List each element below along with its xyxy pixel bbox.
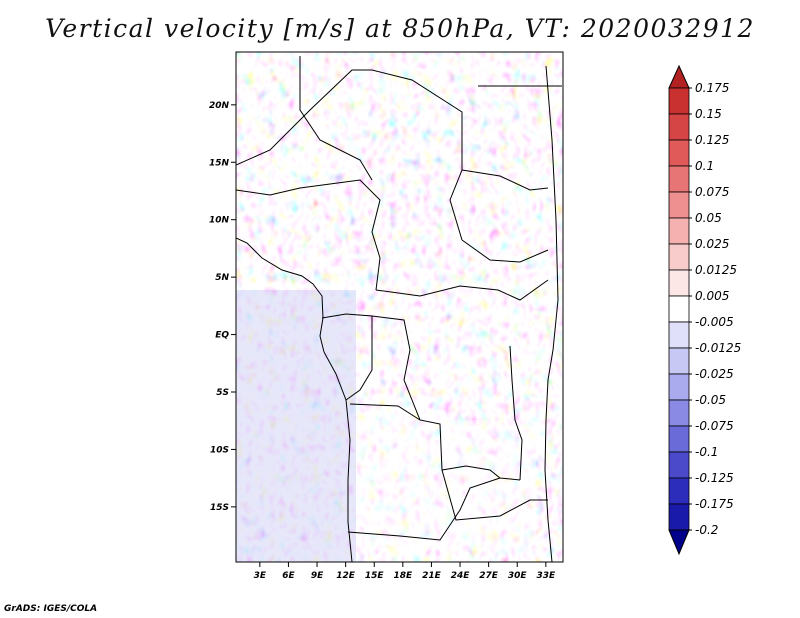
border-north-2 (371, 69, 463, 241)
ocean-tint (236, 290, 356, 562)
lat-tick-label: 10S (210, 445, 229, 455)
lon-tick-label: 30E (508, 571, 528, 581)
colorbar-label: 0.05 (695, 211, 722, 225)
colorbar-segment (668, 373, 690, 401)
colorbar-segment (668, 295, 690, 323)
colorbar-segment (668, 269, 690, 297)
lon-tick-label: 9E (311, 571, 324, 581)
colorbar-label: 0.175 (695, 81, 729, 95)
vertical-velocity-field (236, 52, 563, 562)
latitude-axis: 20N 15N 10N 5N EQ 5S 10S 15S (209, 101, 236, 513)
map-panel (235, 51, 564, 563)
colorbar-label: 0.125 (695, 133, 729, 147)
border-great-lakes (509, 345, 523, 481)
colorbar-label: 0.0125 (695, 263, 737, 277)
grads-credit: GrADS: IGES/COLA (4, 604, 98, 614)
colorbar-segment (668, 321, 690, 349)
colorbar-segment (668, 113, 690, 141)
coastline-west (236, 237, 353, 562)
colorbar-label: -0.175 (695, 497, 734, 511)
border-drc (371, 315, 521, 481)
border-angola (349, 403, 421, 421)
colorbar-label: 0.005 (695, 289, 729, 303)
lon-tick-label: 27E (479, 571, 499, 581)
country-borders (236, 56, 562, 562)
lat-tick-label: 20N (209, 101, 230, 111)
lon-tick-label: 15E (365, 571, 385, 581)
border-zambia (441, 469, 548, 521)
colorbar-segment (668, 425, 690, 453)
lon-tick-label: 12E (336, 571, 356, 581)
lon-tick-label: 24E (451, 571, 471, 581)
colorbar-segment (668, 87, 690, 115)
colorbar-max-arrow (668, 64, 690, 89)
map-frame (235, 51, 564, 563)
colorbar-segment (668, 191, 690, 219)
colorbar-segment (668, 399, 690, 427)
colorbar-label: -0.125 (695, 471, 734, 485)
colorbar: 0.175 0.15 0.125 0.1 0.075 0.05 0.025 0.0125 0.0… (668, 64, 741, 556)
coastline-east (544, 65, 559, 562)
longitude-axis: 3E 6E 9E 12E 15E 18E 21E 24E 27E 30E 33E (254, 562, 556, 581)
colorbar-label: -0.005 (695, 315, 734, 329)
colorbar-segment (668, 243, 690, 271)
lon-tick-label: 18E (393, 571, 413, 581)
lon-tick-label: 6E (282, 571, 295, 581)
colorbar-label: 0.1 (695, 159, 714, 173)
lon-tick-label: 3E (254, 571, 267, 581)
border-east-1 (461, 239, 549, 263)
lat-tick-label: EQ (215, 331, 229, 341)
lon-tick-label: 21E (422, 571, 442, 581)
colorbar-segment (668, 139, 690, 167)
lat-tick-label: 15S (210, 503, 229, 513)
colorbar-segment (668, 451, 690, 479)
colorbar-label: -0.2 (695, 523, 718, 537)
colorbar-label: 0.075 (695, 185, 729, 199)
border-central (375, 279, 549, 301)
colorbar-segment (668, 477, 690, 505)
colorbar-label: -0.05 (695, 393, 726, 407)
border-north-3 (236, 69, 372, 166)
colorbar-label: 0.025 (695, 237, 729, 251)
colorbar-label: -0.0125 (695, 341, 741, 355)
colorbar-segment (668, 347, 690, 375)
colorbar-label: -0.075 (695, 419, 734, 433)
lon-tick-label: 33E (536, 571, 556, 581)
border-sahel (236, 179, 381, 291)
colorbar-segment (668, 165, 690, 193)
border-gabon-congo (321, 313, 373, 401)
colorbar-min-arrow (668, 529, 690, 556)
border-north-1 (299, 56, 373, 181)
colorbar-segment (668, 217, 690, 245)
colorbar-label: -0.025 (695, 367, 734, 381)
border-nile (461, 169, 549, 191)
colorbar-label: -0.1 (695, 445, 718, 459)
colorbar-segment (668, 503, 690, 531)
lat-tick-label: 10N (209, 216, 230, 226)
lat-tick-label: 5N (215, 273, 229, 283)
colorbar-label: 0.15 (695, 107, 722, 121)
lat-tick-label: 15N (209, 158, 230, 168)
lat-tick-label: 5S (216, 388, 229, 398)
border-angola-south (347, 477, 501, 541)
field-tints (236, 290, 536, 562)
map-title: Vertical velocity [m/s] at 850hPa, VT: 2… (45, 14, 755, 43)
